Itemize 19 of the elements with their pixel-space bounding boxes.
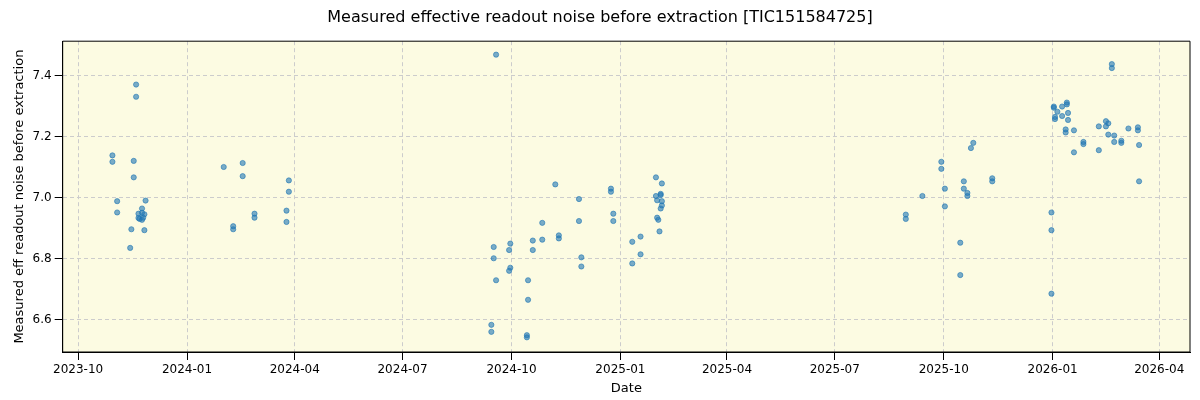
y-tick-label: 7.0 <box>32 189 52 204</box>
x-tick-label: 2025-04 <box>701 362 753 377</box>
x-tick-label: 2025-01 <box>595 362 646 377</box>
x-tick-label: 2023-10 <box>53 362 104 377</box>
x-tick-label: 2024-10 <box>486 362 537 377</box>
y-tick-label: 7.2 <box>32 128 52 143</box>
x-tick-label: 2026-04 <box>1134 362 1185 377</box>
x-tick-label: 2024-04 <box>269 362 320 377</box>
y-tick-label: 7.4 <box>32 67 52 82</box>
x-tick-label: 2025-10 <box>918 362 969 377</box>
x-tick-label: 2024-01 <box>161 362 213 377</box>
x-axis-title: Date <box>610 379 642 395</box>
y-tick-label: 6.6 <box>32 311 52 326</box>
x-tick-label: 2024-07 <box>377 362 428 377</box>
y-axis-title: Measured eff readout noise before extraction <box>11 49 27 344</box>
x-tick-label: 2026-01 <box>1027 362 1078 377</box>
x-tick-label: 2025-07 <box>809 362 860 377</box>
y-tick-label: 6.8 <box>32 250 52 265</box>
chart-title: Measured effective readout noise before extraction [TIC151584725] <box>327 6 873 26</box>
